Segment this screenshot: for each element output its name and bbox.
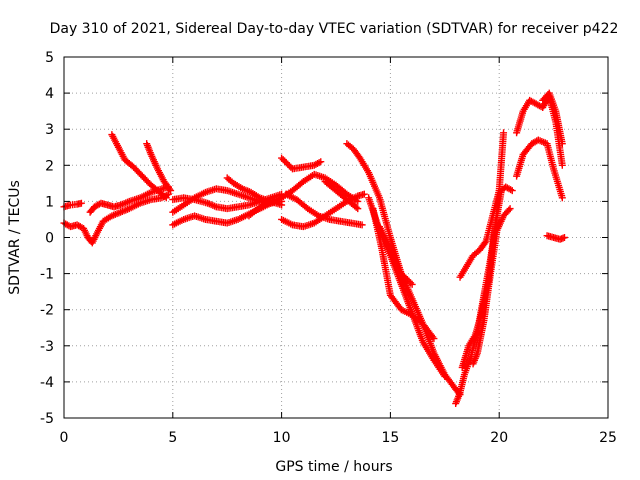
series-arc-23 — [469, 205, 514, 368]
data-point — [558, 194, 566, 202]
series-arc-13 — [282, 190, 366, 229]
x-tick-label: 15 — [381, 430, 399, 446]
x-tick-label: 0 — [60, 430, 69, 446]
series-arc-1 — [60, 190, 172, 247]
data-point — [317, 158, 325, 166]
data-point — [429, 333, 437, 341]
data-point — [495, 187, 503, 195]
data-point — [281, 157, 289, 165]
data-point — [507, 186, 515, 194]
x-axis-label: GPS time / hours — [275, 459, 392, 475]
data-point — [560, 234, 568, 241]
data-point — [400, 273, 408, 281]
data-point — [162, 194, 170, 202]
data-point — [407, 279, 415, 287]
data-point — [161, 192, 169, 200]
y-tick-label: 2 — [45, 158, 54, 174]
data-point — [354, 205, 362, 213]
series-arc-25 — [513, 136, 566, 202]
data-marks — [60, 89, 568, 408]
data-point — [166, 185, 174, 193]
series-arc-14 — [278, 154, 325, 173]
data-point — [352, 203, 360, 211]
y-tick-label: 5 — [45, 50, 54, 66]
series-arc-5 — [143, 140, 175, 195]
axis-ticks: 0 5 10 15 20 25 -5 -4 -3 -2 -1 0 1 2 3 4 5 — [40, 50, 617, 446]
data-point — [558, 161, 566, 169]
series-arc-4 — [108, 131, 170, 202]
data-point — [164, 190, 172, 198]
chart-title: Day 310 of 2021, Sidereal Day-to-day VTE… — [50, 21, 619, 37]
data-point — [399, 271, 407, 279]
data-point — [279, 156, 287, 164]
y-tick-label: -1 — [40, 267, 54, 283]
series-arc-22 — [456, 187, 503, 281]
data-point — [167, 187, 175, 195]
x-tick-label: 25 — [599, 430, 617, 446]
data-point — [315, 159, 323, 167]
y-tick-label: 1 — [45, 194, 54, 210]
y-tick-label: -2 — [40, 303, 54, 319]
y-tick-label: -5 — [40, 411, 54, 427]
data-point — [284, 160, 292, 168]
data-point — [508, 187, 516, 195]
data-point — [358, 221, 366, 229]
y-tick-label: 3 — [45, 122, 54, 138]
data-point — [397, 270, 405, 278]
data-point — [408, 280, 416, 288]
series-arc-26 — [539, 89, 566, 148]
data-point — [402, 274, 410, 282]
data-point — [441, 372, 449, 380]
data-point — [430, 335, 438, 343]
x-tick-label: 20 — [490, 430, 508, 446]
data-point — [360, 190, 368, 198]
data-point — [278, 201, 286, 209]
data-point — [506, 205, 514, 213]
y-tick-label: 4 — [45, 86, 54, 102]
data-point — [403, 276, 411, 284]
data-point — [282, 159, 290, 167]
data-point — [77, 199, 85, 207]
y-tick-label: -4 — [40, 375, 54, 391]
series-arc-27 — [543, 232, 568, 243]
y-tick-label: -3 — [40, 339, 54, 355]
y-axis-label: SDTVAR / TECUs — [7, 180, 23, 295]
data-point — [481, 239, 489, 247]
data-point — [287, 163, 295, 171]
data-point — [278, 154, 286, 162]
series-arc-19 — [376, 223, 416, 288]
plot-frame — [63, 56, 609, 419]
x-tick-label: 10 — [273, 430, 291, 446]
data-point — [558, 140, 566, 148]
series-arc-15 — [321, 178, 362, 213]
data-point — [505, 206, 513, 214]
data-point — [405, 277, 413, 285]
data-point — [500, 129, 508, 137]
y-tick-label: 0 — [45, 231, 54, 247]
x-tick-label: 5 — [168, 430, 177, 446]
data-point — [285, 162, 293, 170]
